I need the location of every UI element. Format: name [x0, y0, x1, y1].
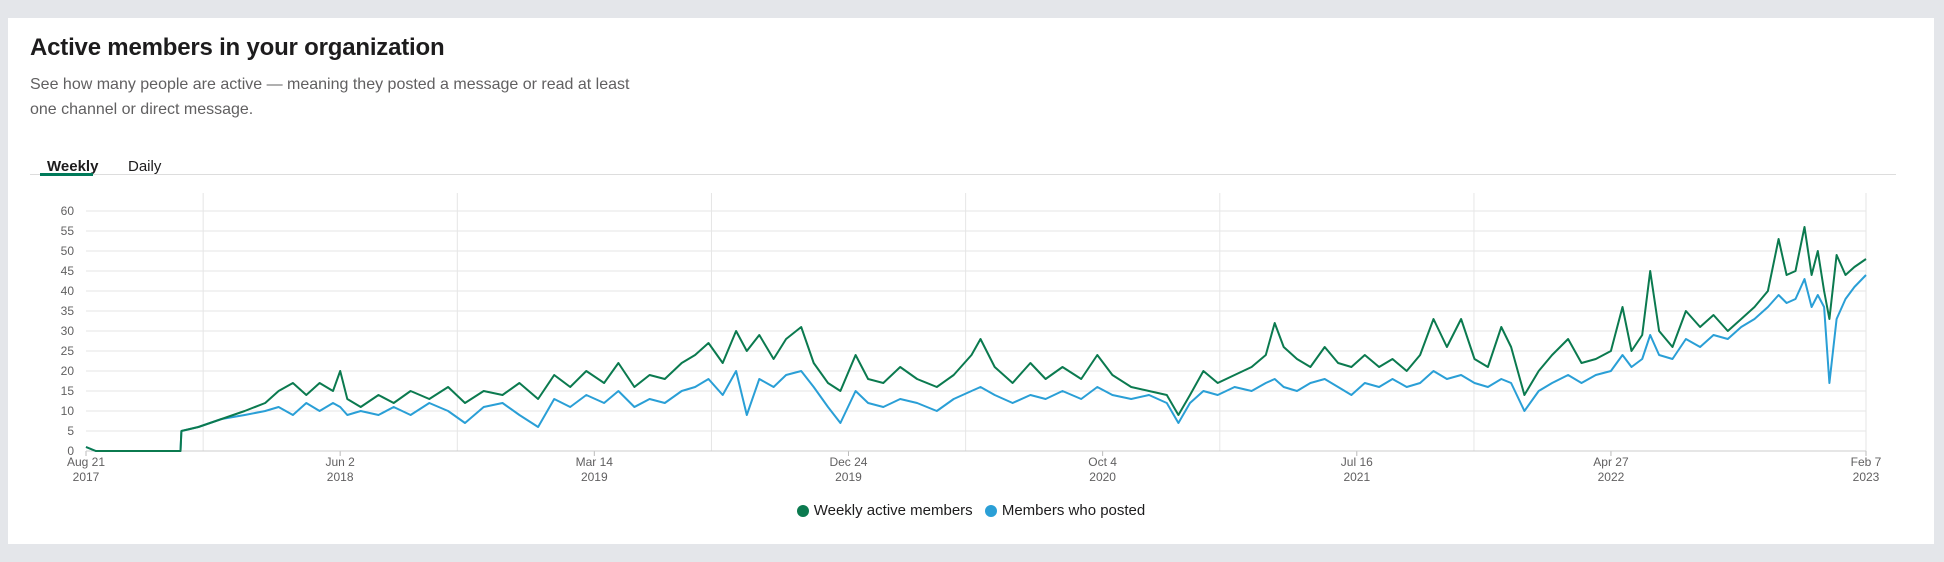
- period-tabs: Weekly Daily: [30, 136, 1896, 176]
- x-tick-year-label: 2019: [581, 470, 608, 484]
- selected-tab-indicator: [40, 173, 93, 176]
- x-tick-label: Mar 14: [576, 455, 614, 469]
- y-tick-label: 10: [61, 404, 75, 418]
- active-members-card: Active members in your organization See …: [8, 18, 1934, 544]
- series-line-weekly-active: [85, 226, 1867, 452]
- y-tick-label: 35: [61, 304, 75, 318]
- x-tick-year-label: 2020: [1089, 470, 1116, 484]
- y-tick-label: 45: [61, 264, 75, 278]
- x-tick-year-label: 2018: [327, 470, 354, 484]
- chart-legend: Weekly active members Members who posted: [8, 502, 1934, 521]
- y-tick-label: 15: [61, 384, 75, 398]
- legend-item-weekly-active[interactable]: Weekly active members: [796, 502, 973, 519]
- x-tick-label: Apr 27: [1593, 455, 1629, 469]
- x-tick-label: Dec 24: [829, 455, 867, 469]
- x-tick-label: Jun 2: [325, 455, 355, 469]
- x-tick-label: Oct 4: [1088, 455, 1117, 469]
- legend-item-members-posted[interactable]: Members who posted: [984, 502, 1146, 519]
- x-tick-year-label: 2022: [1598, 470, 1625, 484]
- y-tick-label: 50: [61, 244, 75, 258]
- series-line-members-posted: [85, 274, 1867, 452]
- y-tick-label: 40: [61, 284, 75, 298]
- x-tick-year-label: 2017: [73, 470, 100, 484]
- y-tick-label: 20: [61, 364, 75, 378]
- x-tick-label: Aug 21: [67, 455, 105, 469]
- x-tick-year-label: 2023: [1853, 470, 1880, 484]
- y-tick-label: 55: [61, 224, 75, 238]
- legend-swatch-members-posted: [984, 504, 997, 517]
- x-tick-label: Jul 16: [1341, 455, 1373, 469]
- legend-swatch-weekly-active: [796, 504, 809, 517]
- legend-label-members-posted: Members who posted: [1001, 502, 1146, 519]
- x-tick-label: Feb 7: [1851, 455, 1882, 469]
- y-tick-label: 25: [61, 344, 75, 358]
- x-tick-year-label: 2021: [1343, 470, 1370, 484]
- y-tick-label: 60: [61, 204, 75, 218]
- card-description: See how many people are active — meaning…: [30, 76, 630, 118]
- y-tick-label: 30: [61, 324, 75, 338]
- tab-weekly[interactable]: Weekly: [47, 158, 99, 175]
- y-tick-label: 0: [67, 444, 74, 458]
- x-tick-year-label: 2019: [835, 470, 862, 484]
- legend-label-weekly-active: Weekly active members: [813, 502, 973, 519]
- tab-daily[interactable]: Daily: [128, 158, 162, 175]
- card-title: Active members in your organization: [30, 34, 445, 61]
- y-tick-label: 5: [67, 424, 74, 438]
